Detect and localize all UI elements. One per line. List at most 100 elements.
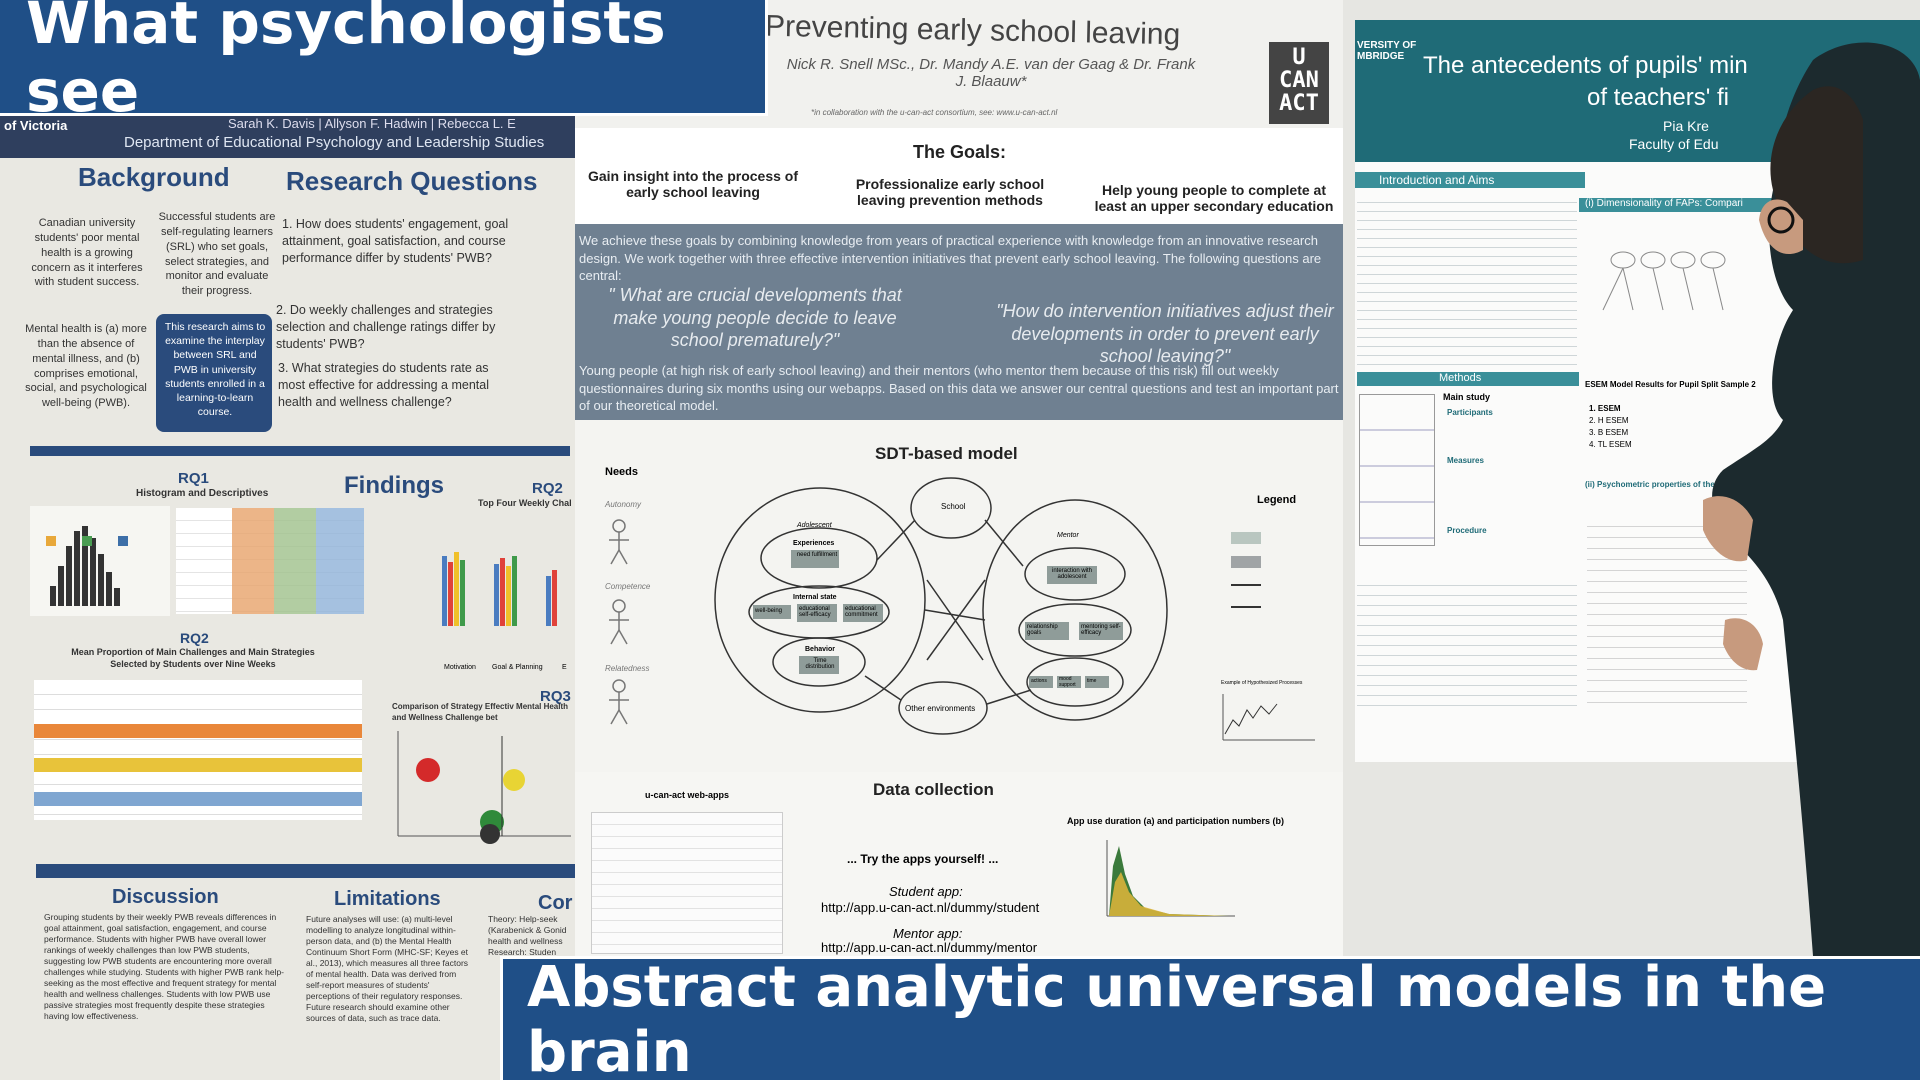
rq2-title: RQ2 <box>532 480 563 497</box>
left-affiliation: of Victoria <box>4 118 68 133</box>
other-env-label: Other environments <box>905 704 976 713</box>
bar-label-goal: Goal & Planning <box>492 664 543 671</box>
rq2-subtitle: RQ2 <box>180 630 209 646</box>
poster-photo-left: of Victoria Sarah K. Davis | Allyson F. … <box>0 116 575 1080</box>
rq1-histogram <box>30 506 170 616</box>
left-department: Department of Educational Psychology and… <box>124 134 545 151</box>
bar-label-motivation: Motivation <box>444 664 476 671</box>
background-col1: Canadian university students' poor menta… <box>31 217 143 289</box>
rq-item-3: 3. What strategies do students rate as m… <box>278 361 489 409</box>
rq3-scatter <box>397 731 571 844</box>
app-use-caption: App use duration (a) and participation n… <box>1067 816 1285 826</box>
poster-photo-middle: Preventing early school leaving Nick R. … <box>575 0 1343 956</box>
rq1-title: RQ1 <box>178 470 209 487</box>
student-app-url: http://app.u-can-act.nl/dummy/student <box>821 900 1040 915</box>
goal-3: Help young people to complete at least a… <box>1094 182 1334 214</box>
model-row-1: 1. ESEM <box>1589 404 1621 413</box>
experiences-label: Experiences <box>793 540 835 547</box>
need-autonomy: Autonomy <box>605 500 642 509</box>
model-row-2: 2. H ESEM <box>1589 416 1629 425</box>
ucanact-logo: U CAN ACT <box>1269 42 1329 124</box>
rq2-top: Top Four Weekly Chal <box>478 498 572 508</box>
logo-line-2: CAN <box>1279 68 1319 94</box>
right-faculty: Faculty of Edu <box>1629 136 1719 152</box>
mentor-behavior-1: actions <box>1031 678 1047 684</box>
mental-health-text: Mental health is (a) more than the absen… <box>25 323 147 410</box>
research-design-band <box>575 224 1343 420</box>
right-title-1: The antecedents of pupils' min <box>1423 52 1748 79</box>
adolescent-label: Adolescent <box>797 522 832 529</box>
rq1-subtitle: Histogram and Descriptives <box>136 488 269 499</box>
conclusion-text: Theory: Help-seek (Karabenick & Gonid he… <box>488 914 567 958</box>
background-col2: Successful students are self-regulating … <box>158 211 276 298</box>
participants-label: Participants <box>1447 408 1493 417</box>
model-row-4: 4. TL ESEM <box>1589 440 1632 449</box>
caption-top: What psychologists see <box>0 0 768 125</box>
psychometric-label: (ii) Psychometric properties of the fina… <box>1585 480 1754 489</box>
methods-flow <box>1359 394 1435 546</box>
app-use-chart <box>1106 840 1235 917</box>
logo-line-1: U <box>1292 45 1306 70</box>
try-apps: ... Try the apps yourself! ... <box>847 852 999 866</box>
webapp-screenshot <box>591 812 783 954</box>
left-authors: Sarah K. Davis | Allyson F. Hadwin | Reb… <box>228 116 516 131</box>
findings-title: Findings <box>344 472 444 499</box>
need-fulfillment: need fulfillment <box>796 552 838 558</box>
middle-footnote: *in collaboration with the u-can-act con… <box>811 108 1058 117</box>
quote-1: " What are crucial developments that mak… <box>608 285 902 350</box>
intro-text-block <box>1357 194 1577 366</box>
mentor-internal-2: mentoring self-efficacy <box>1081 624 1121 636</box>
factor-model-diagram <box>1602 251 1726 311</box>
intro-text: We achieve these goals by combining know… <box>579 233 1322 284</box>
right-affiliation: VERSITY OF MBRIDGE <box>1357 40 1417 62</box>
right-author: Pia Kre <box>1663 118 1709 134</box>
discussion-text: Grouping students by their weekly PWB re… <box>44 912 285 1022</box>
behavior-label: Behavior <box>805 646 835 653</box>
right-title-2: of teachers' fi <box>1587 84 1729 111</box>
rq3-title: RQ3 <box>540 688 571 705</box>
model-title: SDT-based model <box>875 444 1018 463</box>
caption-bottom: Abstract analytic universal models in th… <box>500 955 1920 1085</box>
student-app-label: Student app: <box>889 884 963 899</box>
need-competence: Competence <box>605 582 651 591</box>
internal-state-self-efficacy: educational self-efficacy <box>799 606 831 618</box>
example-items-block <box>1357 576 1577 706</box>
limitations-text: Future analyses will use: (a) multi-leve… <box>306 914 469 1024</box>
mentor-app-url: http://app.u-can-act.nl/dummy/mentor <box>821 940 1038 955</box>
bar-label-e: E <box>562 664 567 671</box>
esem-title: ESEM Model Results for Pupil Split Sampl… <box>1585 380 1756 389</box>
time-distribution: Time distribution <box>805 658 835 670</box>
school-label: School <box>941 502 966 511</box>
goal-1: Gain insight into the process of early s… <box>587 168 798 200</box>
model-row-3: 3. B ESEM <box>1589 428 1629 437</box>
legend-label: Legend <box>1257 494 1297 506</box>
procedure-label: Procedure <box>1447 526 1487 535</box>
intro-aims: Introduction and Aims <box>1379 173 1495 187</box>
rq-item-1: 1. How does students' engagement, goal a… <box>282 217 509 265</box>
internal-state-commitment: educational commitment <box>845 606 878 618</box>
poster-photo-right: VERSITY OF MBRIDGE The antecedents of pu… <box>1343 0 1920 956</box>
mentor-experiences: interaction with adolescent <box>1051 568 1093 580</box>
rq2-bar-chart <box>442 552 557 626</box>
mentor-behavior-2: mood support <box>1059 676 1076 688</box>
logo-line-3: ACT <box>1279 91 1319 117</box>
limitations-title: Limitations <box>334 888 441 910</box>
methods-label: Methods <box>1439 372 1482 384</box>
goal-2: Professionalize early school leaving pre… <box>855 176 1045 208</box>
webapps-label: u-can-act web-apps <box>645 790 730 800</box>
method-text: Young people (at high risk of early scho… <box>579 363 1339 414</box>
goals-title: The Goals: <box>913 142 1007 162</box>
research-questions-title: Research Questions <box>286 166 538 196</box>
example-process-chart <box>1222 694 1315 741</box>
stick-figures <box>609 519 629 725</box>
needs-label: Needs <box>605 466 639 478</box>
conclusion-title: Cor <box>538 892 573 914</box>
aims-text: This research aims to examine the interp… <box>164 321 266 419</box>
rq2-table <box>34 680 362 820</box>
background-title: Background <box>78 162 230 192</box>
sdt-model-diagram <box>714 477 1168 735</box>
data-collection-title: Data collection <box>873 780 994 799</box>
aims-box <box>156 314 272 432</box>
need-relatedness: Relatedness <box>605 664 650 673</box>
rq3-caption: Comparison of Strategy Effectiv Mental H… <box>392 702 569 722</box>
